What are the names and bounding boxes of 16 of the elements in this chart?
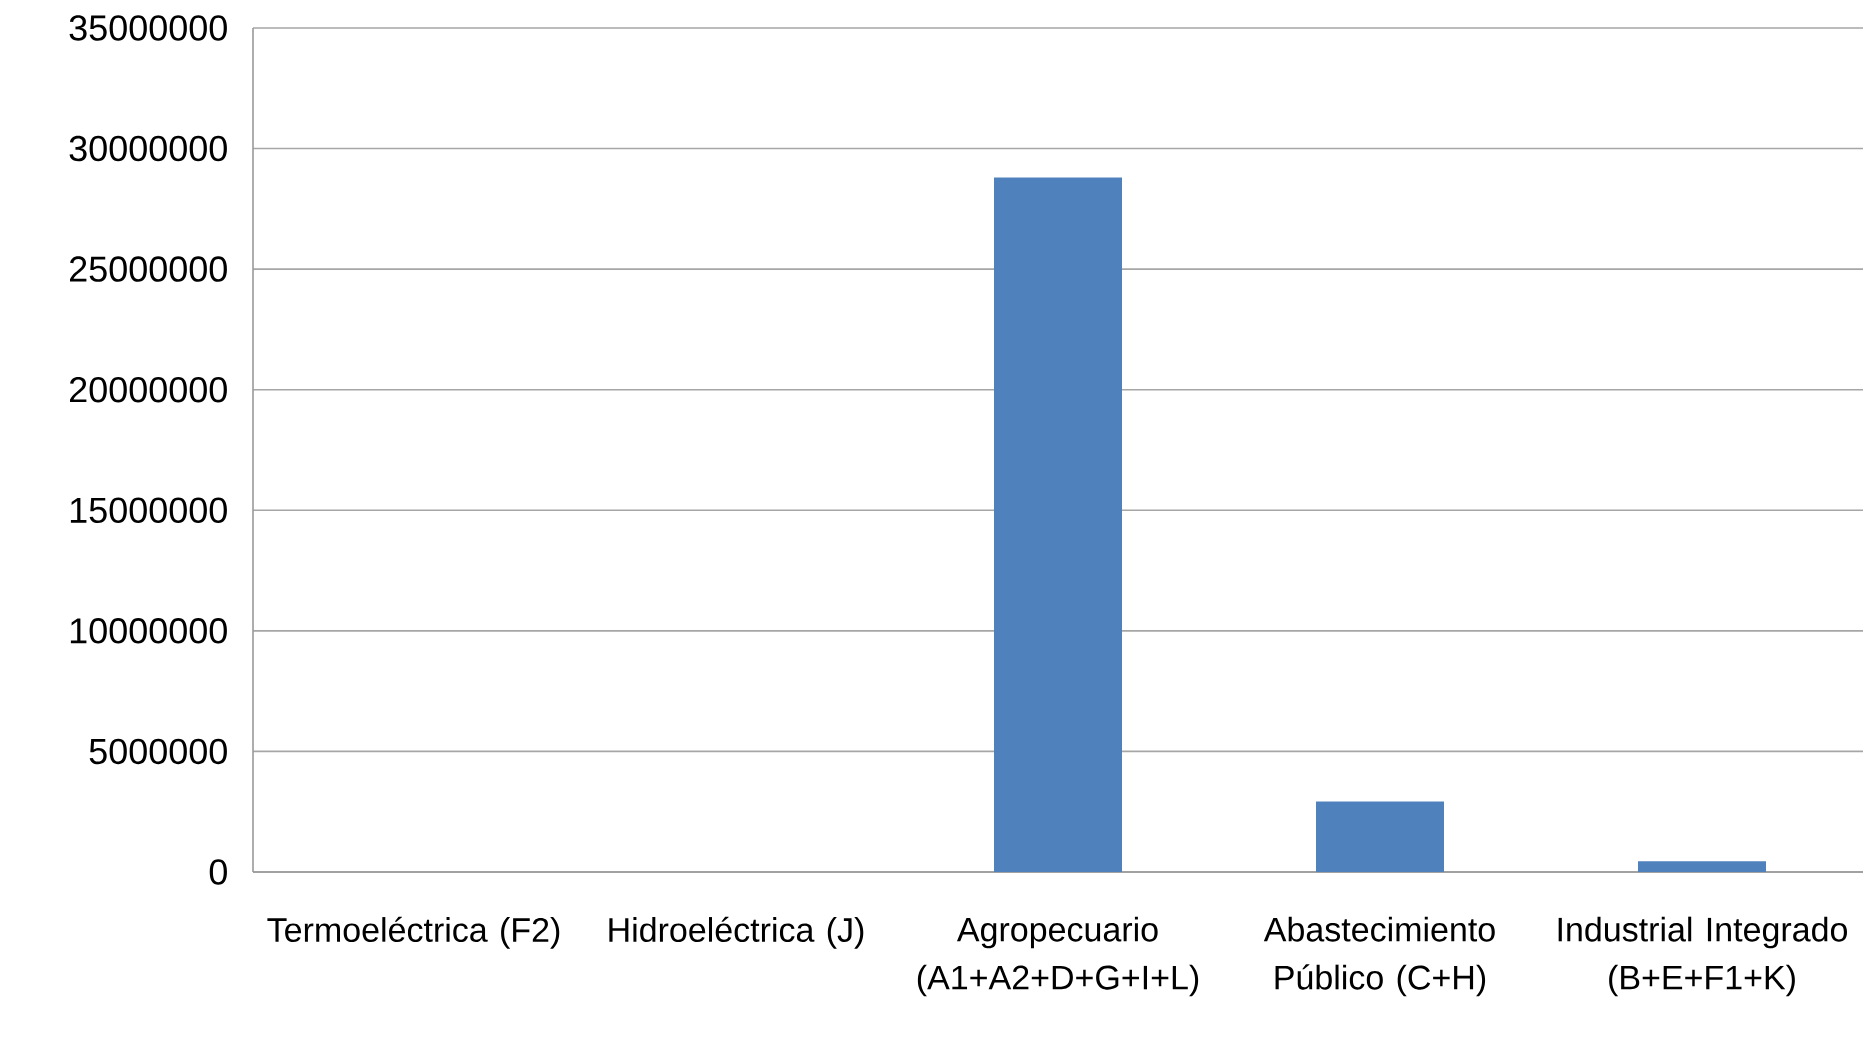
y-tick-label: 35000000 [69,15,227,41]
y-tick-label: 30000000 [69,135,227,162]
x-tick-label: Termoeléctrica (F2) [267,916,560,949]
bar [1316,801,1444,872]
x-tick-label: Abastecimiento Público (C+H) [1263,916,1495,997]
y-tick-label: 15000000 [70,497,227,524]
y-tick-label: 10000000 [70,618,227,644]
y-tick-label: 0 [209,859,227,885]
x-tick-label: Hidroeléctrica (J) [609,916,864,949]
bar [994,177,1123,872]
y-tick-label: 25000000 [69,256,227,282]
x-tick-label: Industrial Integrado (B+E+F1+K) [1558,916,1847,997]
x-tick-label: Agropecuario (A1+A2+D+G+I+L) [917,916,1199,997]
y-tick-label: 5000000 [89,738,227,765]
bar [1638,861,1766,872]
y-tick-label: 20000000 [69,376,227,403]
